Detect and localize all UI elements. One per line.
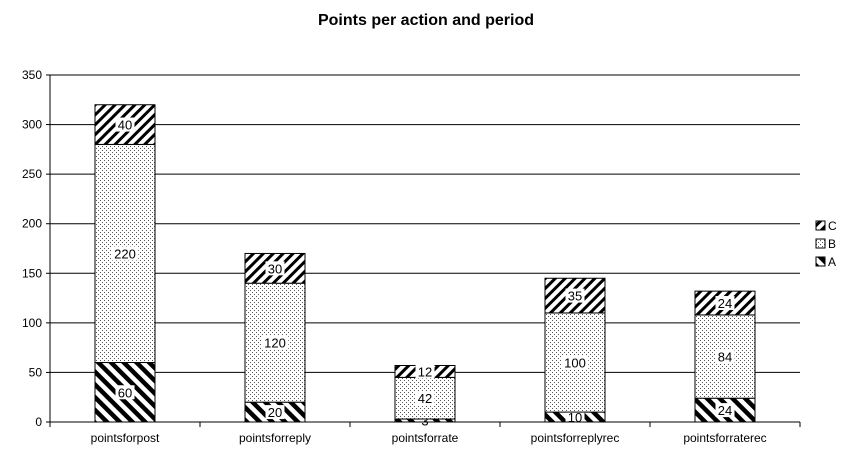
bar-segment-b <box>694 314 756 399</box>
legend-swatch-a <box>815 256 826 267</box>
data-label-bg <box>261 335 289 350</box>
y-tick-label: 250 <box>22 167 42 181</box>
y-axis: 0 50 100 150 200 250 300 350 <box>22 68 51 429</box>
data-label: 220 <box>114 246 136 261</box>
y-tick-label: 0 <box>35 415 42 429</box>
data-label: 40 <box>118 118 132 133</box>
data-label-bg <box>115 117 135 132</box>
data-label: 100 <box>564 356 586 371</box>
data-label: 42 <box>418 391 432 406</box>
data-label: 84 <box>718 350 732 365</box>
legend-label: B <box>828 237 836 251</box>
data-label: 20 <box>268 405 282 420</box>
data-label-bg <box>419 413 431 428</box>
data-label: 24 <box>718 403 732 418</box>
data-label-bg <box>415 391 435 406</box>
data-label: 10 <box>568 410 582 425</box>
data-label-bg <box>715 296 735 311</box>
data-label-bg <box>111 246 139 261</box>
y-tick-label: 50 <box>29 365 43 379</box>
data-label: 120 <box>264 336 286 351</box>
y-tick-label: 100 <box>22 316 42 330</box>
x-axis: pointsforpost pointsforreply pointsforrate… <box>49 421 801 445</box>
data-label-bg <box>565 288 585 303</box>
y-tick-label: 150 <box>22 266 42 280</box>
x-tick-label: pointsforreplyrec <box>531 431 620 445</box>
bars: 60 220 40 20 120 30 3 42 12 10 100 35 24 84 24 <box>94 104 756 429</box>
data-label-bg <box>115 385 135 400</box>
y-tick-label: 350 <box>22 68 42 82</box>
data-label-bg <box>561 355 589 370</box>
chart-title: Points per action and period <box>318 12 534 29</box>
x-tick-label: pointsforpost <box>91 431 160 445</box>
data-label-bg <box>715 403 735 418</box>
data-label-bg <box>565 410 585 425</box>
legend-swatch-c <box>815 220 826 231</box>
data-label: 12 <box>418 364 432 379</box>
data-label-bg <box>265 405 285 420</box>
data-label-bg <box>715 349 735 364</box>
gridlines <box>50 74 800 373</box>
y-tick-label: 300 <box>22 118 42 132</box>
y-tick-label: 200 <box>22 217 42 231</box>
legend-label: A <box>828 255 836 269</box>
data-label: 24 <box>718 296 732 311</box>
legend-swatch-b <box>815 238 826 249</box>
x-tick-label: pointsforreply <box>239 431 311 445</box>
x-tick-label: pointsforraterec <box>683 431 766 445</box>
data-label: 60 <box>118 385 132 400</box>
data-label: 30 <box>268 261 282 276</box>
data-label: 35 <box>568 289 582 304</box>
legend: CBA <box>815 219 837 269</box>
data-label-bg <box>415 364 435 379</box>
data-label: 3 <box>421 414 428 429</box>
legend-label: C <box>828 219 837 233</box>
x-tick-label: pointsforrate <box>392 431 459 445</box>
data-label-bg <box>265 261 285 276</box>
